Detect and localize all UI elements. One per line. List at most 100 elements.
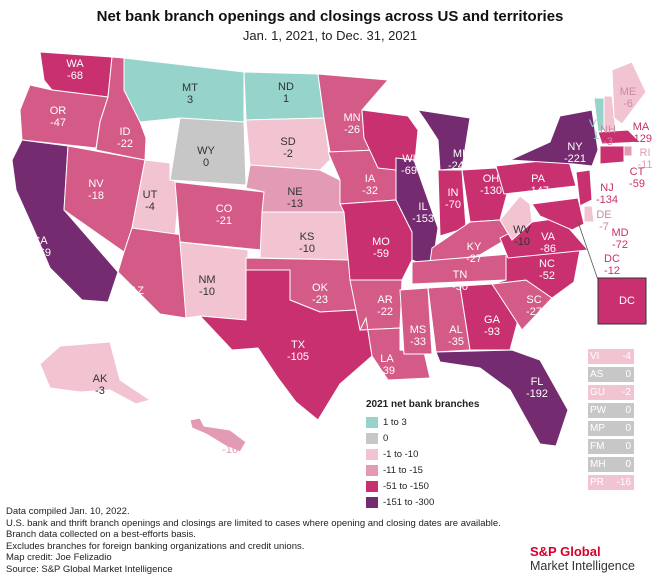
state-code-mt: MT bbox=[182, 82, 198, 94]
legend-swatch bbox=[366, 480, 378, 492]
legend-item: 1 to 3 bbox=[366, 414, 516, 430]
footer-line: U.S. bank and thrift branch openings and… bbox=[6, 517, 501, 529]
legend-swatch bbox=[366, 448, 378, 460]
state-value-ny: -221 bbox=[564, 153, 586, 165]
state-value-ky: -27 bbox=[466, 253, 482, 265]
territory-code: MP bbox=[590, 423, 605, 434]
state-value-pa: -147 bbox=[527, 185, 549, 197]
state-value-wa: -68 bbox=[67, 70, 83, 82]
state-code-nv: NV bbox=[88, 178, 104, 190]
state-wy bbox=[169, 117, 247, 186]
state-code-ky: KY bbox=[467, 241, 482, 253]
state-value-ms: -33 bbox=[410, 336, 426, 348]
state-code-ms: MS bbox=[410, 324, 427, 336]
state-code-co: CO bbox=[216, 203, 233, 215]
state-value-al: -35 bbox=[448, 336, 464, 348]
state-code-il: IL bbox=[418, 201, 427, 213]
state-code-ks: KS bbox=[300, 231, 315, 243]
state-value-mi: -247 bbox=[448, 160, 470, 172]
state-value-nv: -18 bbox=[88, 190, 104, 202]
legend-title: 2021 net bank branches bbox=[366, 399, 480, 410]
state-value-mn: -26 bbox=[344, 124, 360, 136]
territory-value: 0 bbox=[625, 405, 631, 416]
state-nc bbox=[491, 249, 581, 299]
state-code-ne: NE bbox=[287, 186, 302, 198]
state-value-tx: -105 bbox=[287, 351, 309, 363]
state-code-me: ME bbox=[620, 86, 637, 98]
state-value-nd: 1 bbox=[283, 93, 289, 105]
state-value-sd: -2 bbox=[283, 148, 293, 160]
territory-value: -2 bbox=[622, 387, 631, 398]
state-code-nj: NJ bbox=[600, 182, 613, 194]
state-code-tx: TX bbox=[291, 339, 306, 351]
map-subtitle: Jan. 1, 2021, to Dec. 31, 2021 bbox=[242, 28, 418, 43]
state-code-ga: GA bbox=[484, 314, 501, 326]
state-la bbox=[359, 316, 431, 381]
state-ma bbox=[597, 129, 642, 145]
state-code-wa: WA bbox=[66, 58, 84, 70]
state-md bbox=[531, 197, 585, 231]
legend-item: 0 bbox=[366, 430, 516, 446]
state-code-fl: FL bbox=[531, 376, 544, 388]
state-value-fl: -192 bbox=[526, 388, 548, 400]
state-code-dc: DC bbox=[604, 253, 620, 265]
state-value-oh: -130 bbox=[480, 185, 502, 197]
state-code-ia: IA bbox=[365, 173, 376, 185]
state-value-wy: 0 bbox=[203, 157, 209, 169]
footer-line: Source: S&P Global Market Intelligence bbox=[6, 563, 173, 575]
state-value-md: -72 bbox=[612, 239, 628, 251]
legend-item: -151 to -300 bbox=[366, 494, 516, 510]
state-code-ar: AR bbox=[377, 294, 392, 306]
territory-mp: MP 0 bbox=[588, 421, 634, 436]
state-code-mo: MO bbox=[372, 236, 390, 248]
legend-label: -51 to -150 bbox=[383, 480, 429, 492]
state-value-in: -70 bbox=[445, 199, 461, 211]
state-ct bbox=[599, 145, 625, 165]
state-ms bbox=[399, 287, 433, 355]
state-code-sc: SC bbox=[526, 294, 541, 306]
state-value-ma: -129 bbox=[630, 133, 652, 145]
state-value-az: -26 bbox=[129, 297, 145, 309]
state-code-nh: NH bbox=[600, 124, 616, 136]
legend-swatch bbox=[366, 416, 378, 428]
state-value-id: -22 bbox=[117, 138, 133, 150]
legend-item: -1 to -10 bbox=[366, 446, 516, 462]
state-de bbox=[583, 205, 595, 223]
state-value-ak: -3 bbox=[95, 385, 105, 397]
state-ak bbox=[39, 341, 152, 405]
state-fl bbox=[435, 349, 569, 447]
state-ri bbox=[623, 145, 633, 157]
state-value-ga: -93 bbox=[484, 326, 500, 338]
state-code-al: AL bbox=[449, 324, 462, 336]
state-value-nc: -52 bbox=[539, 270, 555, 282]
state-code-wy: WY bbox=[197, 145, 215, 157]
state-value-hi: -16 bbox=[222, 444, 238, 456]
territory-code: PW bbox=[590, 405, 607, 416]
state-value-ok: -23 bbox=[312, 294, 328, 306]
state-code-ny: NY bbox=[567, 141, 583, 153]
state-value-ks: -10 bbox=[299, 243, 315, 255]
state-value-vt: 1 bbox=[593, 130, 599, 142]
dc-inset-leader bbox=[577, 221, 599, 281]
state-code-ut: UT bbox=[143, 189, 158, 201]
state-value-tn: -50 bbox=[452, 281, 468, 293]
legend-label: 0 bbox=[383, 432, 389, 444]
state-code-or: OR bbox=[50, 105, 67, 117]
state-value-or: -47 bbox=[50, 117, 66, 129]
legend-swatch bbox=[366, 496, 378, 508]
territory-fm: FM 0 bbox=[588, 439, 634, 454]
legend-item: -11 to -15 bbox=[366, 462, 516, 478]
state-value-mt: 3 bbox=[187, 94, 193, 106]
state-code-va: VA bbox=[541, 231, 556, 243]
territory-value: -16 bbox=[616, 477, 631, 488]
state-code-sd: SD bbox=[280, 136, 295, 148]
state-value-co: -21 bbox=[216, 215, 232, 227]
state-code-ca: CA bbox=[32, 235, 48, 247]
footer-notes: Data compiled Jan. 10, 2022. U.S. bank an… bbox=[6, 506, 501, 575]
state-value-dc: -12 bbox=[604, 265, 620, 277]
footer-line: Data compiled Jan. 10, 2022. bbox=[6, 506, 130, 517]
state-code-de: DE bbox=[596, 209, 611, 221]
territory-value: -4 bbox=[622, 351, 631, 362]
state-code-nm: NM bbox=[198, 274, 215, 286]
state-sd bbox=[245, 117, 331, 171]
